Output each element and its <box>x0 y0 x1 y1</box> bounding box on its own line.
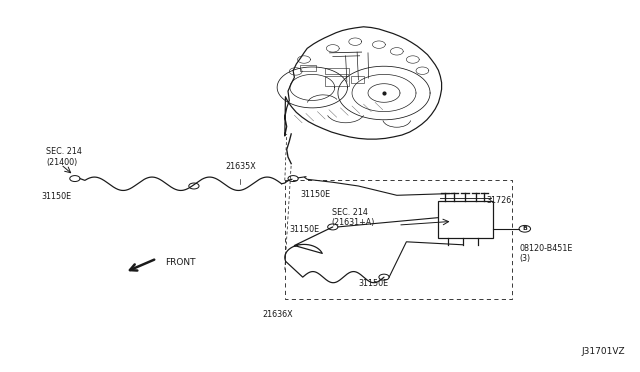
Text: 08120-B451E
(3): 08120-B451E (3) <box>520 244 573 263</box>
Bar <box>438 201 493 238</box>
Text: 21635X: 21635X <box>225 162 256 171</box>
Text: FRONT: FRONT <box>165 258 196 267</box>
Bar <box>325 68 349 74</box>
Text: 21636X: 21636X <box>262 310 293 319</box>
Text: B: B <box>522 226 527 231</box>
Text: SEC. 214
(21631+A): SEC. 214 (21631+A) <box>332 208 375 227</box>
Text: 31150E: 31150E <box>358 279 388 288</box>
Text: 31150E: 31150E <box>42 192 72 201</box>
Bar <box>351 76 364 83</box>
Text: 31726: 31726 <box>486 196 511 205</box>
Text: SEC. 214
(21400): SEC. 214 (21400) <box>46 147 82 167</box>
Text: 31150E: 31150E <box>290 225 320 234</box>
Text: 31150E: 31150E <box>301 190 331 199</box>
Text: J31701VZ: J31701VZ <box>581 347 625 356</box>
Bar <box>300 65 316 71</box>
Bar <box>325 76 349 86</box>
